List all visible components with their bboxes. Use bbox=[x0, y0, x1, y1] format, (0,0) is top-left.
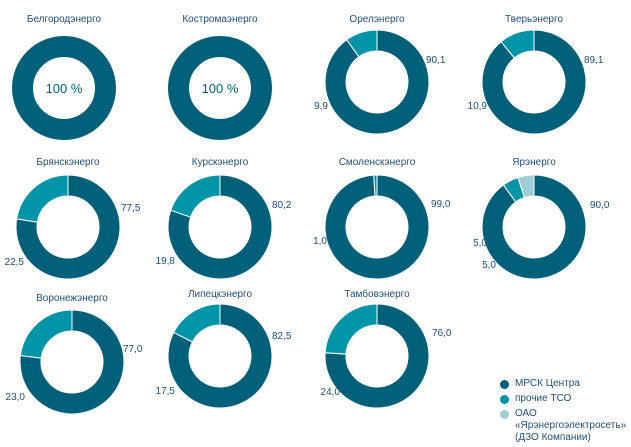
donut-slice bbox=[168, 36, 272, 140]
legend-swatch-tso bbox=[500, 395, 509, 404]
legend-label: прочие ТСО bbox=[515, 393, 572, 404]
donut-chart: Брянскэнерго 77,5 22,5 bbox=[5, 157, 141, 280]
chart-title: Белгородэнерго bbox=[27, 14, 102, 25]
slice-value-label: 1,0 bbox=[313, 236, 327, 247]
donut-slice bbox=[324, 303, 430, 409]
donut-slice bbox=[324, 29, 430, 135]
donut-slice bbox=[19, 309, 125, 415]
legend-item-tso: прочие ТСО bbox=[500, 393, 631, 405]
chart-title: Брянскэнерго bbox=[36, 157, 100, 168]
chart-title: Тверьэнерго bbox=[505, 14, 563, 25]
legend-swatch-mrsk bbox=[500, 380, 509, 389]
donut-slice bbox=[15, 174, 121, 280]
donut-slice bbox=[481, 29, 587, 135]
donut-slice bbox=[500, 29, 535, 59]
legend-item-yarg: ОАО «Ярэнергоэлектросеть» (ДЗО Компании) bbox=[500, 408, 631, 444]
center-value-label: 100 % bbox=[202, 81, 239, 96]
slice-value-label: 99,0 bbox=[431, 199, 451, 210]
donut-chart: Липецкэнерго 82,5 17,5 bbox=[156, 289, 292, 409]
slice-value-label: 19,8 bbox=[156, 256, 176, 267]
slice-value-label: 89,1 bbox=[584, 55, 604, 66]
slice-value-label: 80,2 bbox=[272, 200, 292, 211]
donut-slice bbox=[172, 303, 221, 343]
donut-slice bbox=[324, 174, 430, 280]
legend-swatch-yarg bbox=[500, 410, 509, 419]
donut-slice bbox=[346, 29, 378, 58]
slice-value-label: 24,0 bbox=[321, 387, 341, 398]
slice-value-label: 76,0 bbox=[432, 328, 452, 339]
center-value-label: 100 % bbox=[46, 81, 83, 96]
donut-slice bbox=[170, 174, 221, 218]
donut-slice bbox=[19, 309, 73, 359]
donut-chart: Костромаэнерго 100 % bbox=[168, 14, 272, 140]
slice-value-label: 23,0 bbox=[6, 392, 26, 403]
slice-value-label: 9,9 bbox=[314, 101, 328, 112]
legend-item-mrsk: МРСК Центра bbox=[500, 378, 631, 390]
donut-chart: Смоленскэнерго 99,0 1,0 bbox=[313, 157, 451, 280]
donut-slice bbox=[12, 36, 116, 140]
donut-slice bbox=[481, 174, 587, 280]
chart-title: Костромаэнерго bbox=[182, 14, 258, 25]
chart-title: Тамбовэнерго bbox=[344, 288, 410, 300]
chart-title: Воронежэнерго bbox=[36, 293, 108, 304]
donut-slice bbox=[373, 174, 378, 197]
slice-value-label: 90,1 bbox=[426, 55, 446, 66]
slice-value-label: 82,5 bbox=[272, 331, 292, 342]
chart-title: Курскэнерго bbox=[192, 157, 249, 168]
donut-slice bbox=[167, 174, 273, 280]
donut-chart: Орелэнерго 90,1 9,9 bbox=[314, 14, 446, 135]
legend-label: МРСК Центра bbox=[515, 378, 580, 389]
donut-chart: Курскэнерго 80,2 19,8 bbox=[156, 157, 292, 280]
slice-value-label: 77,0 bbox=[123, 344, 143, 355]
donut-chart: Ярэнерго 90,0 5,0 5,0 bbox=[473, 157, 610, 280]
donut-chart: Воронежэнерго 77,0 23,0 bbox=[6, 293, 143, 415]
slice-value-label: 5,0 bbox=[482, 260, 496, 271]
legend-label: ОАО «Ярэнергоэлектросеть» (ДЗО Компании) bbox=[515, 408, 627, 443]
chart-title: Ярэнерго bbox=[512, 157, 556, 168]
chart-title: Смоленскэнерго bbox=[339, 157, 416, 168]
donut-chart: Тверьэнерго 89,1 10,9 bbox=[468, 14, 604, 135]
slice-value-label: 22,5 bbox=[5, 257, 25, 268]
donut-chart: Белгородэнерго 100 % bbox=[12, 14, 116, 140]
donut-chart: Тамбовэнерго 76,0 24,0 bbox=[321, 288, 452, 409]
chart-title: Липецкэнерго bbox=[188, 289, 253, 300]
slice-value-label: 77,5 bbox=[121, 203, 141, 214]
donut-slice bbox=[16, 174, 69, 223]
slice-value-label: 5,0 bbox=[473, 238, 487, 249]
chart-title: Орелэнерго bbox=[349, 14, 405, 25]
slice-value-label: 10,9 bbox=[468, 101, 488, 112]
donut-slice bbox=[517, 174, 535, 199]
donut-slice bbox=[167, 303, 273, 409]
legend: МРСК Центра прочие ТСО ОАО «Ярэнергоэлек… bbox=[500, 378, 631, 447]
slice-value-label: 90,0 bbox=[590, 200, 610, 211]
slice-value-label: 17,5 bbox=[156, 386, 176, 397]
donut-slice bbox=[324, 303, 378, 355]
